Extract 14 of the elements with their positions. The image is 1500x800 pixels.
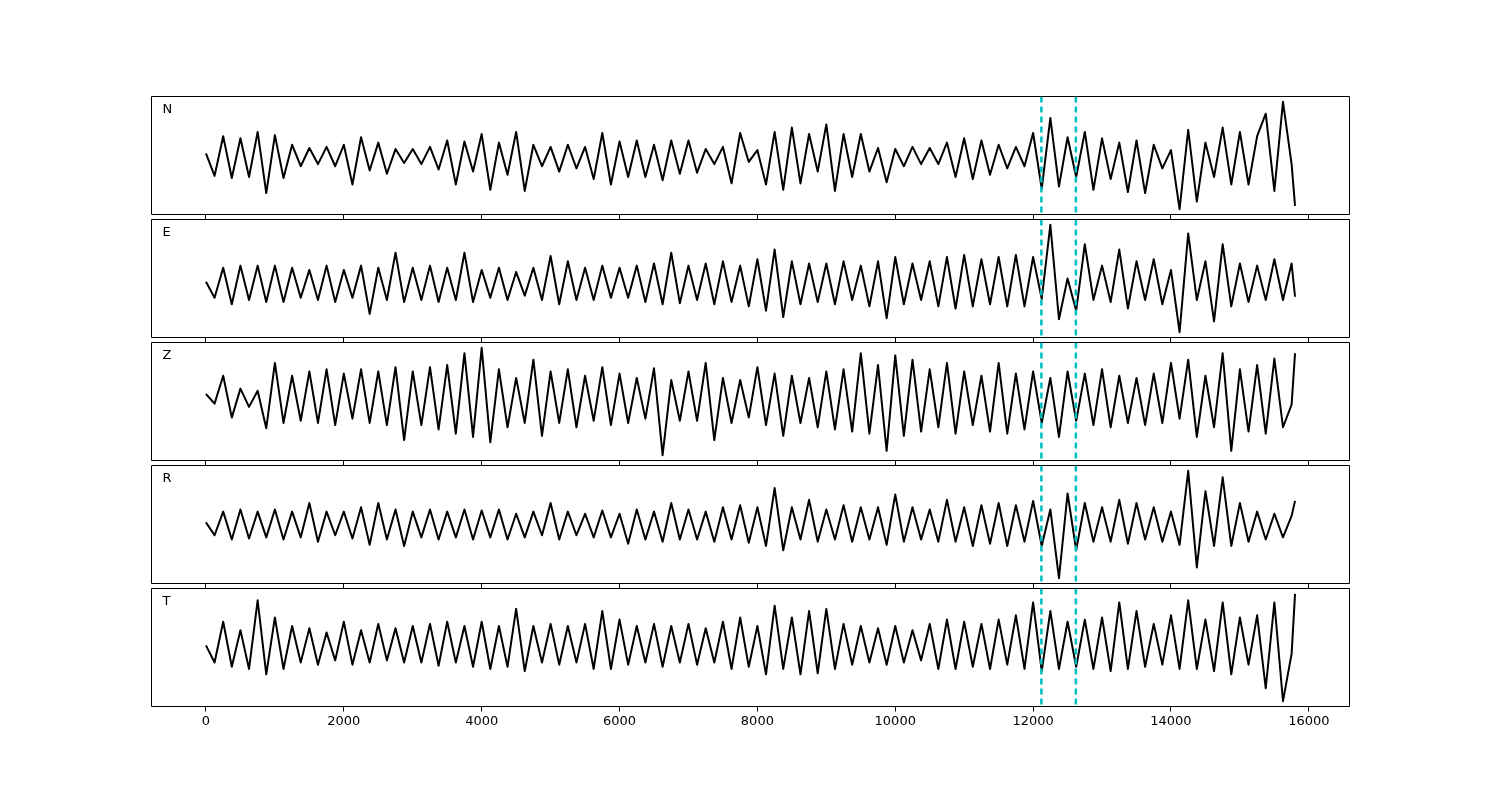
x-tick-label: 14000 bbox=[1150, 712, 1192, 728]
x-tick-label: 16000 bbox=[1288, 712, 1330, 728]
x-tick-label: 4000 bbox=[465, 712, 499, 728]
x-tick-label: 0 bbox=[201, 712, 211, 728]
annotation: N bbox=[162, 101, 173, 116]
x-tick-label: 2000 bbox=[327, 712, 361, 728]
x-tick-label: 8000 bbox=[740, 712, 774, 728]
annotation: Z bbox=[162, 347, 172, 362]
x-tick-label: 12000 bbox=[1012, 712, 1054, 728]
x-tick-label: 10000 bbox=[874, 712, 916, 728]
annotation: E bbox=[162, 224, 171, 239]
annotation: T bbox=[161, 593, 171, 608]
x-tick-label: 6000 bbox=[602, 712, 637, 728]
annotation: R bbox=[162, 470, 172, 485]
